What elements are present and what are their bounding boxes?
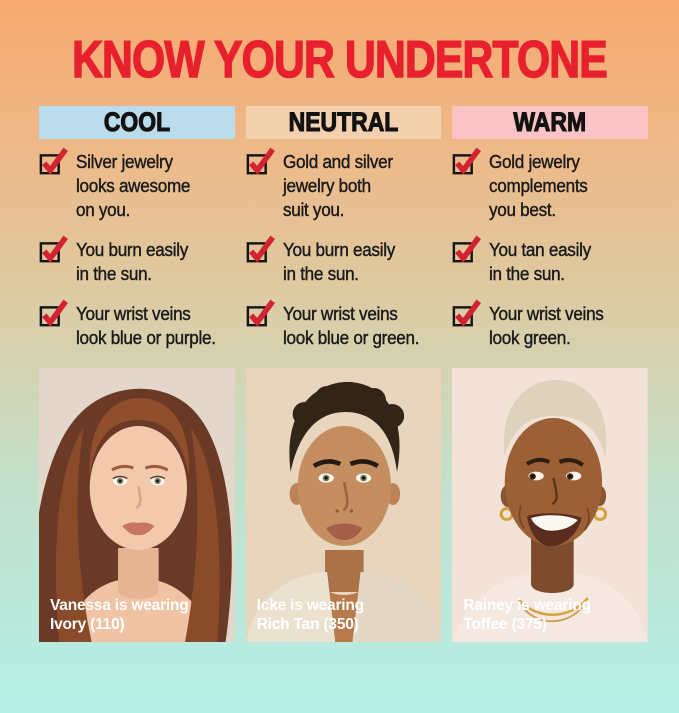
checklist-cool: Silver jewelry looks awesome on you. You… [39,147,235,366]
column-header-warm-label: WARM [513,106,587,137]
checked-checkbox-icon [246,147,275,175]
checklist-item: Gold and silver jewelry both suit you. [246,147,442,222]
checked-checkbox-icon [246,299,275,327]
portrait-vanessa-illustration [39,368,235,642]
checklist-warm: Gold jewelry complements you best. You t… [452,147,648,366]
photo-caption-warm: Rainey is wearing Toffee (375) [463,597,591,633]
photo-warm-model: Rainey is wearing Toffee (375) [452,368,648,642]
undertone-infographic: KNOW YOUR UNDERTONE COOL NEUTRAL WARM Si… [0,31,679,713]
lips [122,522,155,536]
checked-checkbox-icon [39,299,68,327]
checklist-item-text: You burn easily in the sun. [76,240,189,284]
checklist-item: You tan easily in the sun. [452,235,648,286]
model-photos-row: Vanessa is wearing Ivory (110) [0,368,679,642]
garment-right [352,572,442,642]
checklist-item-text: Gold and silver jewelry both suit you. [282,152,393,220]
photo-caption-neutral: Icke is wearing Rich Tan (350) [256,597,364,633]
hair-front [89,398,190,476]
lips [325,523,363,540]
portrait-rainey-illustration [452,368,648,642]
checklist-item: Silver jewelry looks awesome on you. [39,147,235,222]
necklace [518,597,590,616]
checklist-item-text: Your wrist veins look green. [489,304,604,348]
checklist-item-text: You tan easily in the sun. [489,240,592,284]
checklist-item: Gold jewelry complements you best. [452,147,648,222]
portrait-icke-illustration [245,368,442,642]
checked-checkbox-icon [39,147,68,175]
checked-checkbox-icon [39,235,68,263]
checked-checkbox-icon [246,235,275,263]
shoulders [452,572,648,642]
column-header-cool-label: COOL [103,106,170,137]
checked-checkbox-icon [452,147,482,175]
checklist-item: You burn easily in the sun. [246,235,442,286]
teeth [531,515,579,531]
column-header-neutral-label: NEUTRAL [288,106,399,137]
checklist-item: You burn easily in the sun. [39,235,235,286]
checklist-item: Your wrist veins look blue or purple. [39,299,235,350]
photo-neutral-model: Icke is wearing Rich Tan (350) [245,368,442,642]
checklist-item-text: Your wrist veins look blue or green. [282,304,419,348]
checked-checkbox-icon [452,235,482,263]
garment-left [245,572,335,642]
column-header-neutral: NEUTRAL [245,106,442,139]
photo-cool-model: Vanessa is wearing Ivory (110) [39,368,235,642]
checklist-item-text: You burn easily in the sun. [282,240,395,284]
page-title: KNOW YOUR UNDERTONE [71,31,608,89]
column-header-cool: COOL [39,106,235,139]
checklist-item-text: Your wrist veins look blue or purple. [76,304,216,348]
checklist-item: Your wrist veins look blue or green. [246,299,442,350]
checked-checkbox-icon [452,299,482,327]
chest [63,578,212,642]
checklist-item-text: Gold jewelry complements you best. [489,152,588,220]
hair-buzz [504,380,607,458]
checklist-item: Your wrist veins look green. [452,299,648,350]
column-header-warm: WARM [452,106,648,139]
checklists: Silver jewelry looks awesome on you. You… [0,147,679,366]
checklist-neutral: Gold and silver jewelry both suit you. Y… [246,147,442,366]
checklist-item-text: Silver jewelry looks awesome on you. [76,152,191,220]
undertone-header-row: COOL NEUTRAL WARM [0,106,679,139]
photo-caption-cool: Vanessa is wearing Ivory (110) [50,597,189,633]
